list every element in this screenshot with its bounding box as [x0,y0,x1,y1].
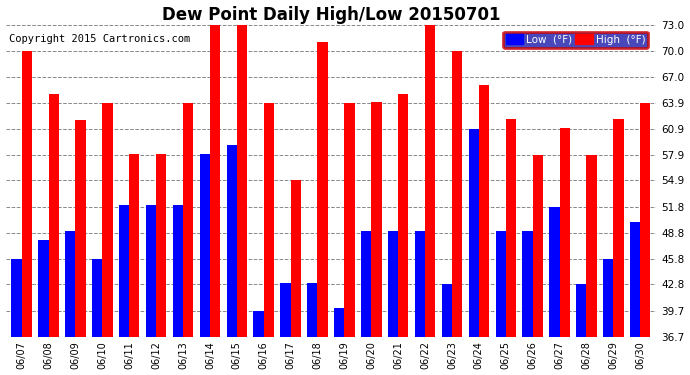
Bar [576,284,586,337]
Bar [183,103,193,337]
Bar [39,240,48,337]
Bar [226,145,237,337]
Bar [102,103,112,337]
Bar [371,102,382,337]
Bar [560,128,570,337]
Title: Dew Point Daily High/Low 20150701: Dew Point Daily High/Low 20150701 [161,6,500,24]
Bar [452,51,462,337]
Bar [21,51,32,337]
Bar [425,25,435,337]
Bar [398,94,408,337]
Bar [442,284,452,337]
Bar [264,103,274,337]
Bar [280,282,290,337]
Bar [533,154,543,337]
Bar [361,231,371,337]
Bar [156,154,166,337]
Bar [603,258,613,337]
Bar [307,282,317,337]
Bar [75,120,86,337]
Bar [506,120,516,337]
Bar [199,154,210,337]
Bar [334,308,344,337]
Bar [146,205,156,337]
Bar [66,231,75,337]
Bar [172,205,183,337]
Bar [12,258,21,337]
Bar [92,258,102,337]
Text: Copyright 2015 Cartronics.com: Copyright 2015 Cartronics.com [9,34,190,45]
Bar [344,103,355,337]
Bar [640,103,651,337]
Bar [119,205,129,337]
Bar [495,231,506,337]
Bar [479,85,489,337]
Bar [253,311,264,337]
Bar [48,94,59,337]
Bar [290,180,301,337]
Bar [210,25,220,337]
Bar [388,231,398,337]
Bar [613,120,624,337]
Legend: Low  (°F), High  (°F): Low (°F), High (°F) [503,32,648,48]
Bar [522,231,533,337]
Bar [586,154,597,337]
Bar [317,42,328,337]
Bar [129,154,139,337]
Bar [630,222,640,337]
Bar [237,25,247,337]
Bar [549,207,560,337]
Bar [415,231,425,337]
Bar [469,129,479,337]
